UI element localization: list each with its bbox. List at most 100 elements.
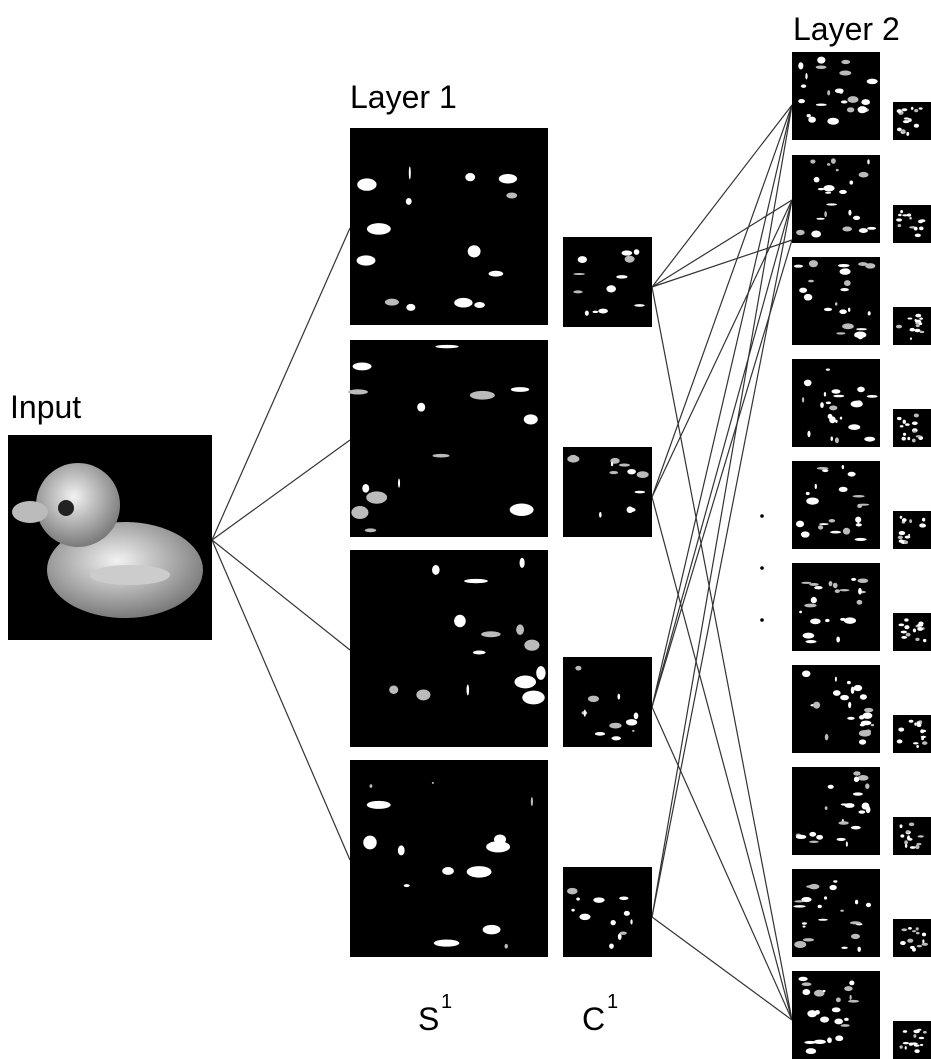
- feature-blob: [467, 866, 492, 877]
- layer2-pooled-map: [893, 511, 931, 549]
- map-frame: [792, 52, 880, 140]
- feature-blob: [857, 947, 860, 952]
- duck-head: [36, 463, 120, 547]
- feature-blob: [810, 618, 821, 624]
- duck-wing: [90, 565, 170, 585]
- feature-blob: [829, 405, 837, 410]
- feature-blob: [809, 583, 819, 586]
- feature-blob: [801, 531, 810, 537]
- feature-blob: [909, 822, 914, 826]
- map-frame: [893, 613, 931, 651]
- feature-blob: [473, 651, 486, 655]
- feature-blob: [908, 927, 912, 930]
- feature-blob: [914, 414, 919, 418]
- feature-blob: [802, 670, 810, 677]
- s1-label: S: [418, 1001, 439, 1037]
- feature-blob: [824, 896, 827, 899]
- s1-map: [350, 128, 548, 325]
- feature-blob: [908, 118, 912, 122]
- layer2-map: [792, 869, 880, 957]
- feature-blob: [811, 231, 821, 238]
- connector: [212, 540, 350, 650]
- connector: [212, 540, 350, 860]
- feature-blob: [904, 840, 908, 844]
- feature-blob: [900, 824, 903, 828]
- feature-blob: [827, 118, 838, 125]
- s1-map: [348, 340, 548, 537]
- feature-blob: [868, 311, 871, 315]
- feature-blob: [835, 589, 840, 593]
- layer2-map: [792, 155, 880, 243]
- s1-map: [350, 550, 548, 747]
- feature-blob: [899, 531, 905, 535]
- c1-map: [563, 867, 652, 957]
- map-frame: [350, 550, 548, 747]
- feature-blob: [406, 198, 412, 205]
- feature-blob: [907, 213, 911, 216]
- layer2-pooled-map: [893, 919, 931, 957]
- feature-blob: [917, 627, 923, 631]
- feature-blob: [837, 838, 846, 841]
- feature-blob: [351, 506, 368, 519]
- feature-blob: [841, 60, 850, 64]
- feature-blob: [922, 518, 925, 522]
- feature-blob: [813, 702, 820, 709]
- feature-blob: [847, 107, 854, 112]
- page: Input Layer 1 Layer 2 S 1 C 1 (() => { c…: [0, 0, 931, 1059]
- feature-blob: [901, 211, 903, 213]
- feature-blob: [573, 290, 582, 293]
- feature-blob: [914, 109, 918, 112]
- feature-blob: [610, 920, 615, 925]
- feature-blob: [833, 880, 837, 882]
- feature-blob: [815, 1010, 820, 1015]
- feature-blob: [900, 834, 904, 837]
- feature-blob: [606, 285, 616, 292]
- feature-blob: [432, 565, 440, 575]
- feature-blob: [859, 730, 871, 737]
- feature-blob: [912, 430, 916, 432]
- feature-blob: [841, 947, 848, 949]
- feature-blob: [634, 713, 639, 720]
- feature-blob: [814, 586, 823, 589]
- feature-blob: [840, 695, 849, 700]
- feature-blob: [835, 88, 844, 93]
- feature-blob: [804, 604, 816, 608]
- feature-blob: [857, 517, 859, 524]
- feature-blob: [827, 1037, 832, 1043]
- feature-blob: [848, 308, 850, 312]
- feature-blob: [353, 362, 372, 370]
- feature-blob: [922, 943, 928, 946]
- feature-blob: [611, 462, 613, 467]
- feature-blob: [847, 96, 858, 103]
- feature-blob: [798, 977, 807, 981]
- feature-blob: [836, 169, 839, 171]
- map-frame: [563, 657, 652, 747]
- feature-blob: [857, 332, 863, 339]
- feature-blob: [806, 492, 810, 495]
- feature-blob: [901, 636, 907, 639]
- input-image: [8, 435, 212, 640]
- feature-blob: [398, 478, 400, 487]
- feature-blob: [470, 391, 495, 400]
- feature-blob: [915, 638, 919, 641]
- feature-blob: [506, 192, 517, 198]
- feature-blob: [867, 79, 878, 84]
- feature-blob: [595, 732, 605, 736]
- feature-blob: [609, 471, 618, 474]
- feature-blob: [816, 218, 824, 220]
- feature-blob: [802, 989, 810, 995]
- feature-blob: [609, 723, 621, 729]
- input-label: Input: [10, 389, 81, 425]
- feature-blob: [919, 107, 923, 109]
- feature-blob: [817, 467, 829, 470]
- feature-blob: [367, 801, 391, 809]
- feature-blob: [840, 417, 842, 420]
- layer2-label: Layer 2: [793, 11, 900, 47]
- feature-blob: [860, 694, 867, 699]
- feature-blob: [906, 830, 910, 833]
- feature-blob: [920, 729, 924, 733]
- layer2-pooled-map: [893, 307, 931, 345]
- feature-blob: [898, 728, 904, 732]
- feature-blob: [896, 218, 902, 221]
- feature-blob: [829, 519, 835, 523]
